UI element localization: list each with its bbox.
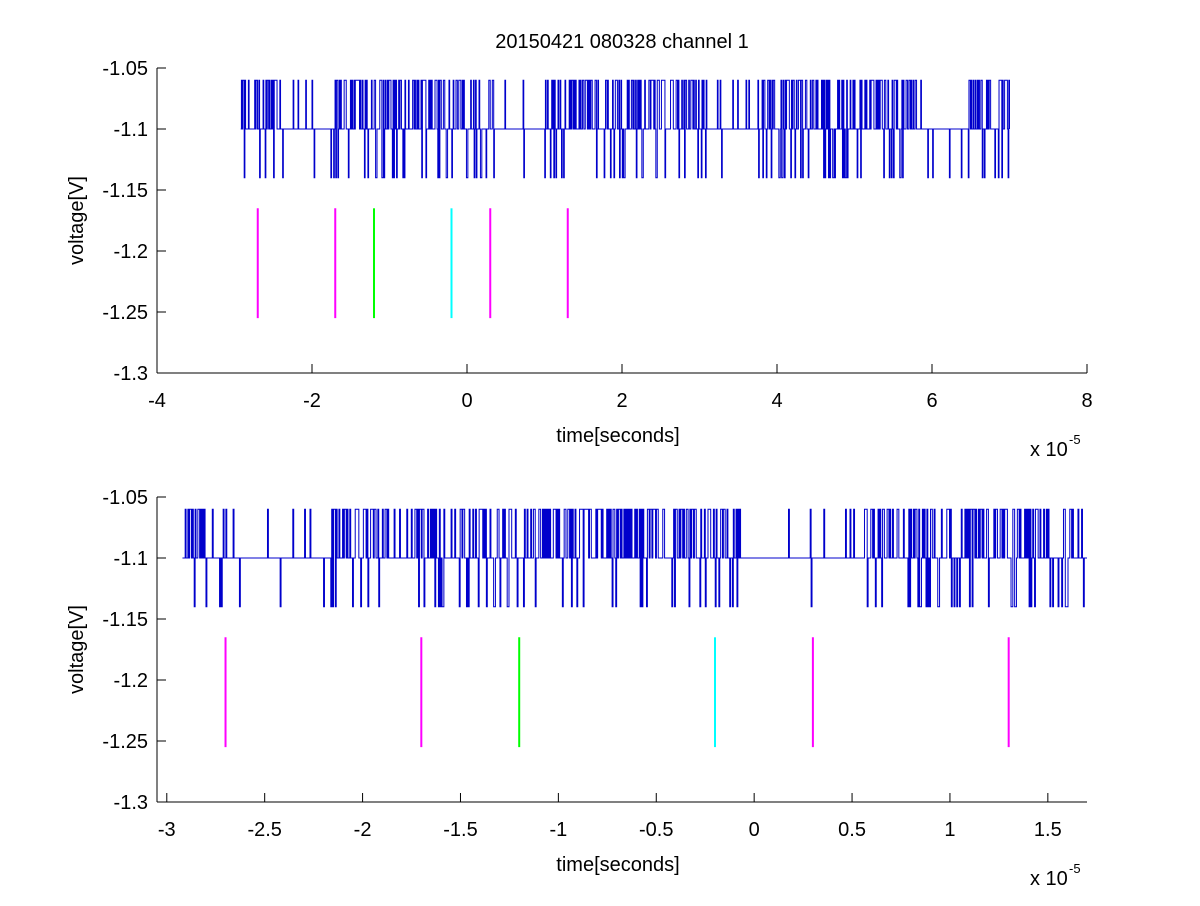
- y-tick-label: -1.05: [102, 58, 148, 80]
- x-tick-label: -3: [158, 819, 176, 841]
- y-tick-label: -1.2: [114, 241, 148, 263]
- x-tick-label: 0: [461, 390, 472, 412]
- y-tick-label: -1.25: [102, 302, 148, 324]
- x-axis-label: time[seconds]: [556, 854, 679, 876]
- x-tick-label: 4: [771, 390, 782, 412]
- x-exponent-label: x 10: [1030, 868, 1068, 890]
- y-tick-label: -1.2: [114, 670, 148, 692]
- y-tick-label: -1.05: [102, 487, 148, 509]
- x-tick-label: 1.5: [1034, 819, 1062, 841]
- x-tick-label: -4: [148, 390, 166, 412]
- signal-series-line: [182, 508, 1087, 608]
- x-tick-label: -2.5: [247, 819, 281, 841]
- x-tick-label: 1: [944, 819, 955, 841]
- y-tick-label: -1.1: [114, 548, 148, 570]
- y-tick-label: -1.3: [114, 363, 148, 385]
- y-axis-label: voltage[V]: [66, 176, 88, 265]
- signal-series-line: [240, 79, 1010, 179]
- x-tick-label: -1.5: [443, 819, 477, 841]
- y-tick-label: -1.25: [102, 731, 148, 753]
- x-tick-label: -1: [549, 819, 567, 841]
- x-exponent-superscript: -5: [1069, 432, 1081, 447]
- x-tick-label: -2: [303, 390, 321, 412]
- x-exponent-label: x 10: [1030, 439, 1068, 461]
- y-tick-label: -1.15: [102, 180, 148, 202]
- x-exponent-superscript: -5: [1069, 861, 1081, 876]
- x-tick-label: 8: [1081, 390, 1092, 412]
- x-tick-label: 0: [749, 819, 760, 841]
- chart-title: 20150421 080328 channel 1: [495, 31, 749, 53]
- x-tick-label: 0.5: [838, 819, 866, 841]
- x-tick-label: 6: [926, 390, 937, 412]
- x-axis-label: time[seconds]: [556, 425, 679, 447]
- x-tick-label: 2: [616, 390, 627, 412]
- x-tick-label: -2: [354, 819, 372, 841]
- y-tick-label: -1.15: [102, 609, 148, 631]
- y-tick-label: -1.3: [114, 792, 148, 814]
- x-tick-label: -0.5: [639, 819, 673, 841]
- y-axis-label: voltage[V]: [66, 605, 88, 694]
- top-plot: -1.3 -1.25 -1.2 -1.15 -1.1 -1.05 -4 -2 0 2 4 6 8 time…: [66, 58, 1093, 461]
- y-tick-label: -1.1: [114, 119, 148, 141]
- bottom-plot: -1.3 -1.25 -1.2 -1.15 -1.1 -1.05 -3 -2.5 -2 -1.5 -…: [66, 487, 1087, 890]
